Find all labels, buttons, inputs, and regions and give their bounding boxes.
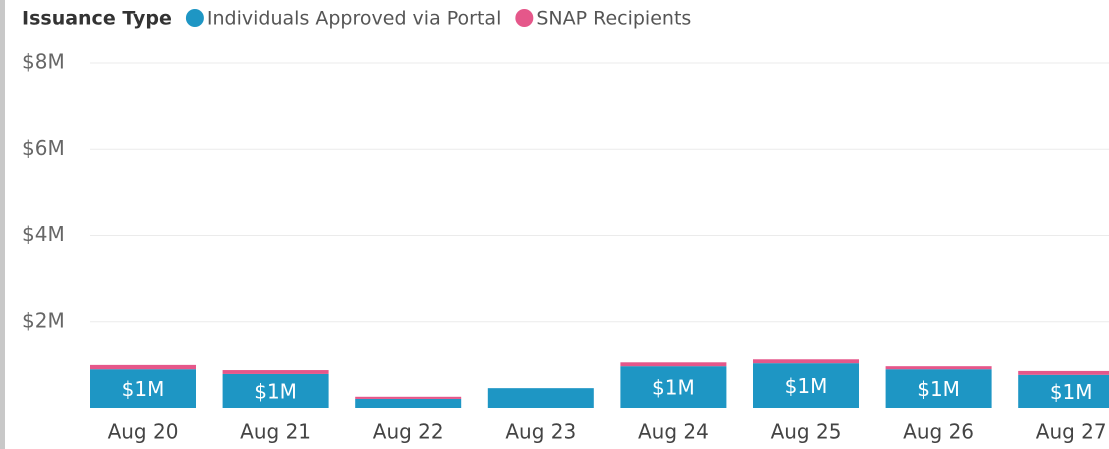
bar-segment <box>355 398 462 408</box>
x-tick-label: Aug 27 <box>1036 420 1107 444</box>
data-label: $1M <box>1050 380 1093 404</box>
bar-segment <box>1018 374 1109 408</box>
x-tick-label: Aug 22 <box>373 420 444 444</box>
bar-segment <box>222 370 329 374</box>
x-tick-label: Aug 24 <box>638 420 709 444</box>
y-tick-label: $8M <box>22 50 65 74</box>
legend-marker <box>185 9 204 27</box>
y-tick-label: $2M <box>22 308 65 332</box>
x-tick-label: Aug 20 <box>108 420 179 444</box>
y-tick-label: $4M <box>22 222 65 246</box>
x-tick-label: Aug 23 <box>505 420 576 444</box>
data-label: $1M <box>122 377 165 401</box>
data-label: $1M <box>254 379 297 403</box>
bar-segment <box>885 366 992 370</box>
bar-segment <box>487 388 594 408</box>
bar-segment <box>222 373 329 408</box>
x-tick-label: Aug 21 <box>240 420 311 444</box>
bar-segment <box>90 369 196 408</box>
bar-segment <box>1018 370 1109 375</box>
data-label: $1M <box>652 376 695 400</box>
legend-marker <box>515 9 534 27</box>
bar-segment <box>753 359 859 364</box>
bar-segment <box>753 363 859 408</box>
bar-segment <box>620 362 727 367</box>
left-border <box>0 0 5 449</box>
legend: Issuance Type Individuals Approved via P… <box>22 8 691 30</box>
data-label: $1M <box>785 374 828 398</box>
x-tick-label: Aug 26 <box>903 420 974 444</box>
legend-label: SNAP Recipients <box>536 8 691 30</box>
data-label: $1M <box>917 377 960 401</box>
legend-title: Issuance Type <box>22 8 172 30</box>
bar-segment <box>620 366 727 408</box>
legend-label: Individuals Approved via Portal <box>207 8 501 30</box>
x-tick-label: Aug 25 <box>771 420 842 444</box>
bar-segment <box>355 396 462 399</box>
bar-segment <box>885 369 992 408</box>
bar-segment <box>90 364 196 370</box>
y-tick-label: $6M <box>22 136 65 160</box>
